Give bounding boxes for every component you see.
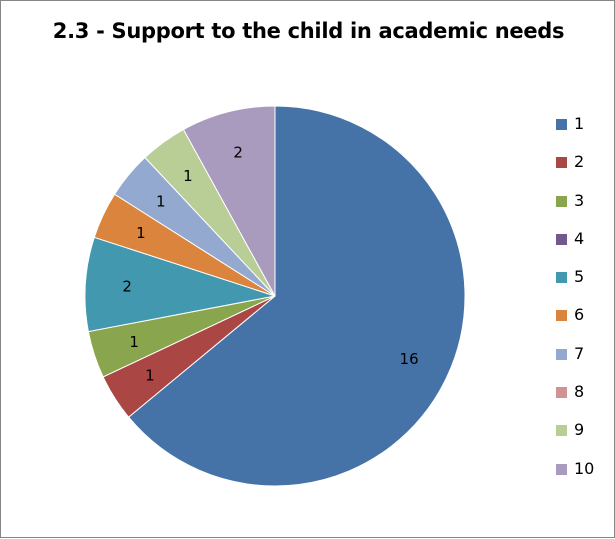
- legend-swatch: [556, 310, 567, 322]
- pie-slice-5: [84, 236, 276, 333]
- legend-label: 10: [574, 458, 595, 478]
- data-label-9: 1: [183, 167, 193, 185]
- pie-slice-10: [182, 105, 276, 297]
- data-label-6: 1: [136, 224, 146, 242]
- legend-swatch: [556, 463, 567, 475]
- legend-label: 5: [574, 267, 585, 287]
- legend-swatch: [556, 119, 567, 130]
- data-label-3: 1: [129, 333, 139, 351]
- legend-label: 7: [574, 343, 585, 363]
- chart-title: 2.3 - Support to the child in academic n…: [52, 19, 565, 43]
- legend-swatch: [556, 195, 567, 207]
- legend-label: 8: [574, 382, 585, 402]
- legend-label: 2: [574, 152, 585, 172]
- legend-label: 3: [574, 190, 585, 210]
- pie-slice-1: [127, 105, 466, 487]
- legend-swatch: [556, 348, 567, 360]
- data-label-2: 1: [145, 366, 155, 384]
- legend-swatch: [556, 233, 567, 245]
- legend-swatch: [556, 387, 567, 399]
- legend-swatch: [556, 157, 567, 169]
- data-label-5: 2: [122, 278, 132, 296]
- data-label-7: 1: [156, 193, 166, 211]
- legend-label: 4: [574, 228, 585, 248]
- legend-swatch: [556, 425, 567, 437]
- legend-swatch: [556, 272, 567, 284]
- data-label-10: 2: [233, 144, 243, 162]
- legend-label: 9: [574, 420, 585, 440]
- legend-label: 1: [574, 114, 585, 133]
- legend-label: 6: [574, 305, 585, 325]
- data-label-1: 16: [400, 350, 419, 368]
